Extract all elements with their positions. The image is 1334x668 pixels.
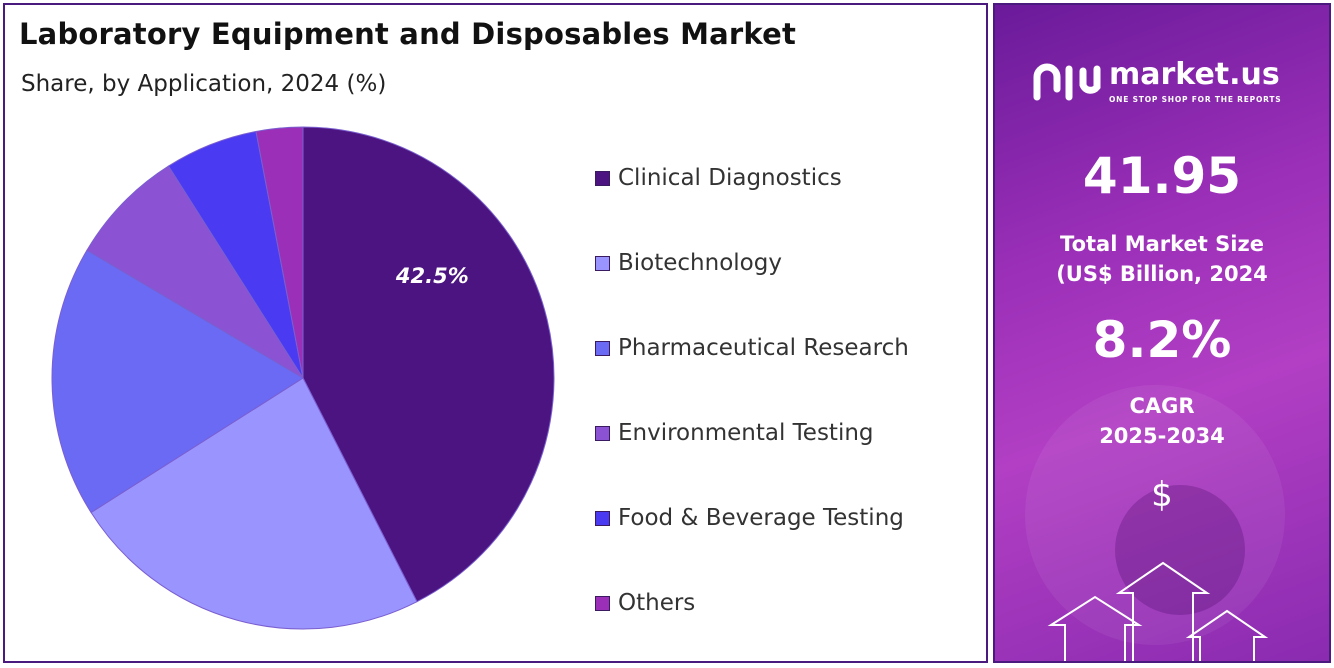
market-size-label-line2: (US$ Billion, 2024	[1056, 262, 1268, 286]
legend-item: Biotechnology	[595, 250, 782, 276]
legend-swatch	[595, 170, 610, 186]
legend-label: Others	[618, 590, 696, 616]
background-circle	[1115, 485, 1245, 615]
legend-swatch	[595, 595, 610, 611]
summary-panel: market.us ONE STOP SHOP FOR THE REPORTS …	[993, 3, 1331, 663]
legend-swatch	[595, 510, 610, 526]
legend-label: Environmental Testing	[618, 420, 874, 446]
legend-label: Clinical Diagnostics	[618, 165, 842, 191]
legend-swatch	[595, 255, 610, 271]
legend-label: Food & Beverage Testing	[618, 505, 904, 531]
legend-item: Food & Beverage Testing	[595, 505, 904, 531]
legend-swatch	[595, 425, 610, 441]
logo-name: market.us	[1109, 57, 1280, 92]
legend-item: Pharmaceutical Research	[595, 335, 909, 361]
cagr-label-line1: CAGR	[1129, 394, 1195, 418]
cagr-value: 8.2%	[1092, 311, 1232, 369]
pie-slice-others	[255, 126, 304, 379]
growth-arrows-icon	[1047, 561, 1269, 661]
pie-data-label: 42.5%	[395, 264, 469, 288]
pie-slice-pharmaceutical-research	[51, 249, 304, 514]
legend-item: Clinical Diagnostics	[595, 165, 842, 191]
pie-slice-environmental-testing	[86, 165, 304, 379]
logo-icon	[1033, 63, 1101, 101]
chart-title: Laboratory Equipment and Disposables Mar…	[19, 17, 797, 51]
market-size-label-line1: Total Market Size	[1060, 232, 1264, 256]
logo-tagline: ONE STOP SHOP FOR THE REPORTS	[1109, 95, 1282, 104]
dollar-icon: $	[1151, 475, 1173, 515]
legend-item: Environmental Testing	[595, 420, 874, 446]
legend-label: Biotechnology	[618, 250, 782, 276]
chart-panel: Laboratory Equipment and Disposables Mar…	[3, 3, 988, 663]
market-size-value: 41.95	[1082, 147, 1242, 205]
legend-label: Pharmaceutical Research	[618, 335, 909, 361]
chart-subtitle: Share, by Application, 2024 (%)	[21, 71, 387, 97]
pie-chart: 42.5%	[51, 126, 555, 630]
market-us-logo: market.us ONE STOP SHOP FOR THE REPORTS	[1031, 57, 1301, 107]
legend-item: Others	[595, 590, 695, 616]
cagr-label-line2: 2025-2034	[1099, 424, 1225, 448]
pie-slice-biotechnology	[90, 377, 418, 630]
background-circle	[1025, 385, 1285, 645]
pie-slice-clinical-diagnostics	[302, 126, 555, 603]
legend-swatch	[595, 340, 610, 356]
